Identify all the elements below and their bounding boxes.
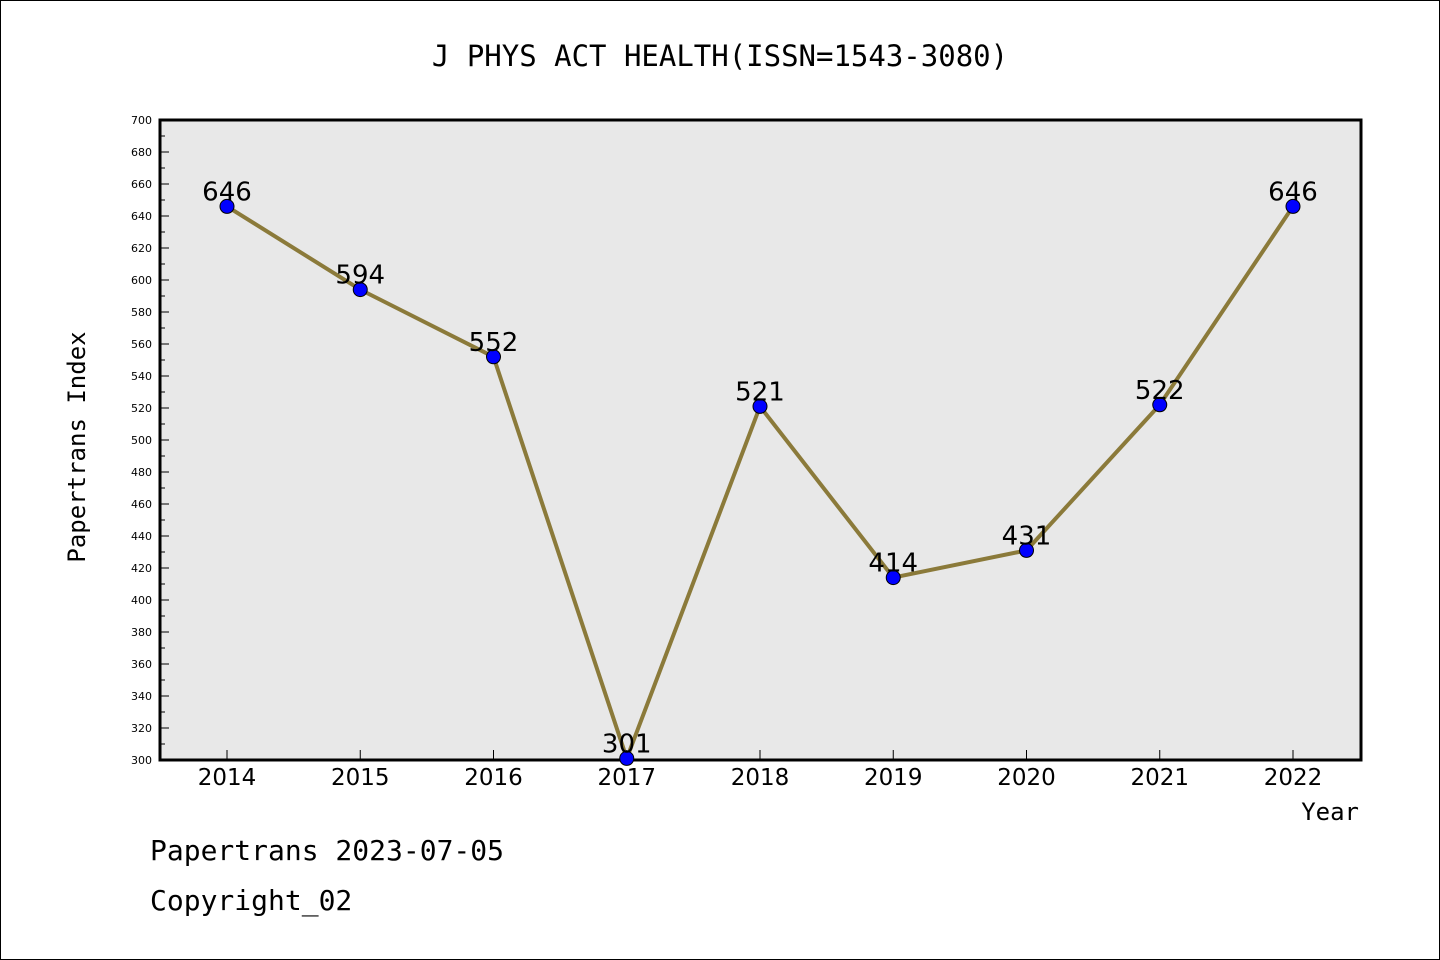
y-tick-label: 680 [131,146,152,159]
data-point [486,349,501,365]
y-tick-label: 440 [131,530,152,543]
y-tick-label: 540 [131,370,152,383]
x-axis-ticks: 2014 2015 2016 2017 2018 2019 2020 2021 2022 [198,750,1323,791]
data-point [352,282,368,298]
data-label: 646 [202,177,252,207]
data-point [219,198,235,214]
y-tick-label: 600 [131,274,152,287]
y-tick-label: 660 [131,178,152,191]
x-tick-label: 2018 [731,765,790,791]
y-tick-label: 640 [131,210,152,223]
y-tick-label: 460 [131,498,152,511]
y-tick-label: 300 [131,754,152,767]
y-tick-label: 420 [131,562,152,575]
data-label: 521 [735,377,785,407]
x-tick-label: 2014 [198,765,257,791]
y-tick-label: 480 [131,466,152,479]
x-tick-label: 2019 [864,765,923,791]
data-label: 431 [1002,521,1052,551]
y-tick-label: 400 [131,594,152,607]
x-tick-label: 2017 [597,765,656,791]
y-tick-label: 520 [131,402,152,415]
y-tick-label: 320 [131,722,152,735]
x-tick-label: 2022 [1264,765,1323,791]
y-tick-label: 620 [131,242,152,255]
data-label: 594 [335,261,385,291]
plot-area [158,118,1363,762]
data-point [1285,198,1301,214]
data-label: 301 [602,729,652,759]
x-axis-label: Year [1301,798,1359,826]
data-label: 552 [469,328,519,358]
y-axis-ticks: 300 320 340 360 380 400 420 440 460 480 500 520 540 5… [131,114,169,767]
y-tick-label: 360 [131,658,152,671]
y-tick-label: 560 [131,338,152,351]
x-tick-label: 2021 [1130,765,1189,791]
footer-copyright: Copyright_02 [150,884,353,917]
data-labels: 646 594 552 301 521 414 431 522 646 [202,177,1318,759]
data-label: 522 [1135,376,1185,406]
y-tick-label: 500 [131,434,152,447]
y-axis-label: Papertrans Index [63,331,91,562]
chart-title: J PHYS ACT HEALTH(ISSN=1543-3080) [432,39,1008,73]
x-tick-label: 2016 [464,765,523,791]
x-tick-label: 2015 [331,765,390,791]
data-point [885,570,901,586]
data-label: 414 [868,549,918,579]
data-point [619,750,635,766]
data-point [752,398,768,414]
y-tick-label: 700 [131,114,152,127]
y-tick-label: 380 [131,626,152,639]
data-label: 646 [1268,177,1318,207]
footer-date: Papertrans 2023-07-05 [150,834,505,867]
data-point [1019,542,1034,558]
data-point [1152,397,1168,413]
x-tick-label: 2020 [997,765,1056,791]
y-tick-label: 580 [131,306,152,319]
series-markers [219,198,1301,766]
y-tick-label: 340 [131,690,152,703]
